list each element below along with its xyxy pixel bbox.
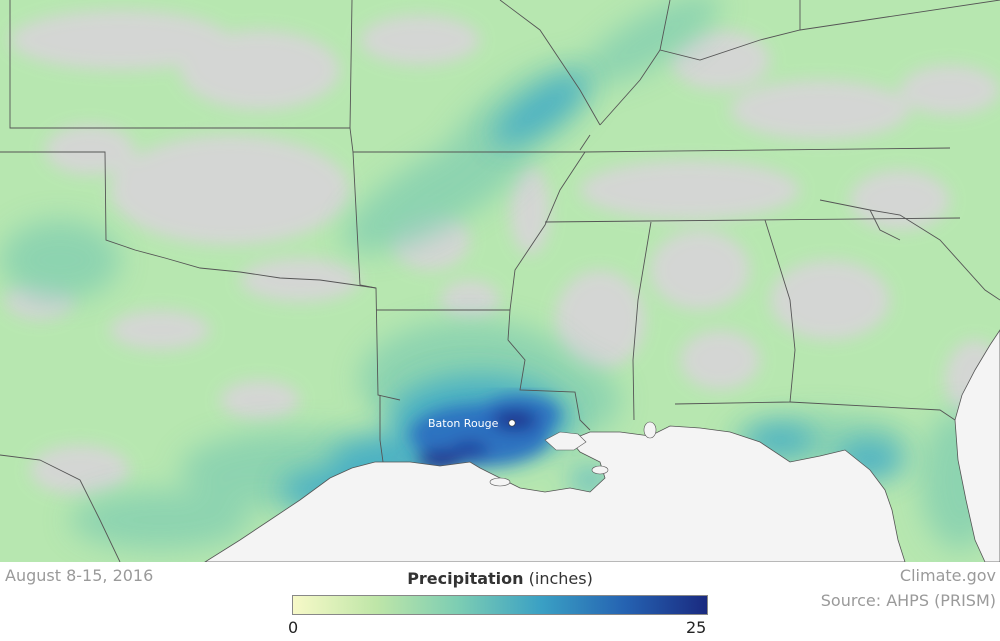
footer: August 8-15, 2016 Precipitation (inches)… — [0, 562, 1000, 641]
gulf-of-mexico — [204, 425, 906, 562]
city-dot — [508, 419, 516, 427]
legend-title: Precipitation (inches) — [292, 569, 708, 588]
legend-max-label: 25 — [686, 618, 707, 637]
source-label: Source: AHPS (PRISM) — [820, 591, 996, 610]
legend-title-unit: (inches) — [528, 569, 593, 588]
state-borders — [0, 0, 1000, 562]
legend-color-bar — [292, 595, 708, 615]
baton-rouge-marker[interactable]: Baton Rouge — [428, 417, 516, 430]
coastal-details — [489, 421, 657, 487]
credit-label: Climate.gov — [899, 566, 996, 585]
date-label: August 8-15, 2016 — [5, 566, 154, 585]
dry-areas — [5, 10, 1000, 495]
atlantic-ocean — [954, 329, 1000, 562]
lake-pontchartrain — [544, 431, 587, 451]
legend-min-label: 0 — [288, 618, 299, 637]
legend-title-bold: Precipitation — [407, 569, 524, 588]
precipitation-map: Baton Rouge — [0, 0, 1000, 562]
city-label: Baton Rouge — [428, 417, 499, 430]
extreme-rain-core — [410, 395, 560, 470]
